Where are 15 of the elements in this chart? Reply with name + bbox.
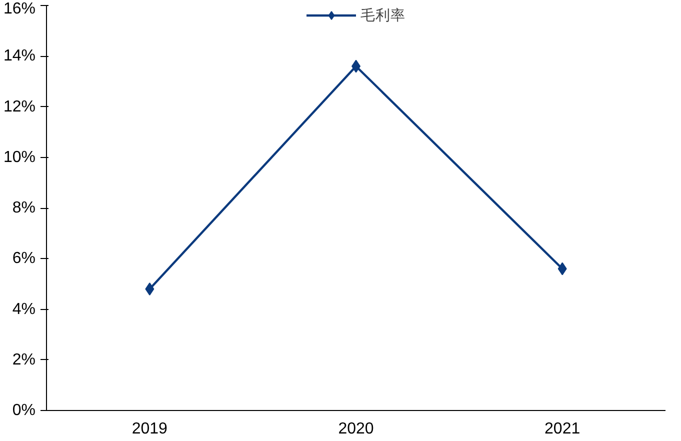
y-tick-label: 0% <box>12 402 36 419</box>
y-tick-label: 12% <box>3 98 36 116</box>
y-tick-label: 8% <box>12 200 36 216</box>
y-tick-label: 10% <box>3 148 36 166</box>
legend-label: 毛利率 <box>360 6 406 24</box>
point <box>145 282 154 296</box>
x-tick-label: 2020 <box>338 420 374 438</box>
y-tick-label: 2% <box>12 351 36 368</box>
y-tick-label: 6% <box>12 250 36 268</box>
x-tick-label: 2019 <box>132 420 168 438</box>
point <box>558 262 567 276</box>
y-tick-label: 14% <box>3 48 36 65</box>
y-tick-label: 16% <box>3 0 36 18</box>
x-tick-label: 2021 <box>544 420 580 438</box>
y-tick-label: 4% <box>12 300 36 318</box>
